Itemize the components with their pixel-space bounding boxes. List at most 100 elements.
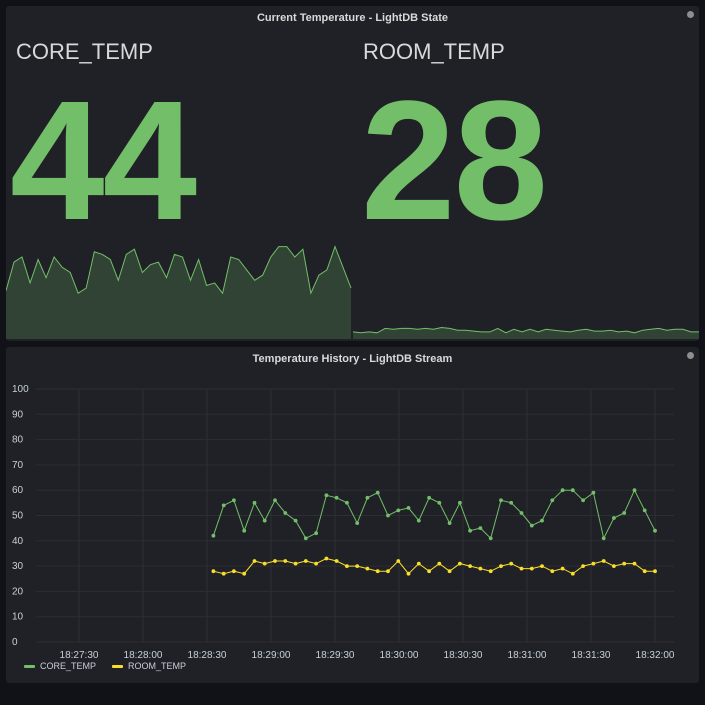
data-point (303, 536, 308, 541)
data-point (427, 569, 431, 574)
data-point (560, 488, 565, 493)
data-point (570, 488, 575, 493)
y-tick-label: 90 (12, 409, 24, 420)
y-tick-label: 20 (12, 586, 24, 597)
data-point (242, 571, 247, 576)
data-point (478, 566, 483, 571)
data-point (550, 498, 555, 503)
y-tick-label: 70 (12, 460, 24, 471)
y-tick-label: 50 (12, 511, 24, 522)
sparkline-area (6, 245, 699, 339)
data-point (642, 569, 647, 574)
data-point (375, 490, 380, 495)
data-point (396, 559, 401, 563)
data-point (211, 533, 216, 538)
data-point (293, 561, 298, 566)
data-point (386, 569, 390, 574)
x-tick-label: 18:29:30 (316, 650, 355, 661)
x-tick-label: 18:27:30 (60, 650, 99, 661)
room-temp-value: 28 (361, 66, 548, 256)
data-point (540, 518, 544, 523)
y-tick-label: 10 (12, 612, 24, 623)
data-point (427, 495, 431, 500)
legend-item-core[interactable]: CORE_TEMP (24, 661, 96, 671)
y-tick-label: 0 (12, 637, 18, 648)
data-point (458, 561, 462, 566)
data-point (478, 526, 483, 530)
data-point (581, 564, 585, 568)
data-point (437, 561, 442, 566)
x-tick-label: 18:29:00 (252, 650, 291, 661)
history-graph[interactable]: 0 10 20 30 40 50 60 70 80 90 100 18:27:30 18:28:00 18… (6, 347, 699, 683)
data-point (252, 500, 257, 505)
data-point (365, 495, 370, 500)
data-point (632, 488, 637, 493)
panel-menu-dot-icon[interactable] (687, 11, 694, 18)
data-point (488, 569, 493, 574)
data-point (499, 564, 503, 568)
legend-item-room[interactable]: ROOM_TEMP (112, 661, 186, 671)
y-tick-label: 100 (12, 384, 29, 395)
data-point (612, 564, 616, 568)
data-point (273, 498, 277, 503)
data-point (221, 503, 226, 508)
core-temp-label: CORE_TEMP (16, 39, 153, 64)
data-point (468, 564, 472, 568)
panel-title[interactable]: Current Temperature - LightDB State (256, 12, 449, 24)
data-point (437, 500, 442, 505)
data-point (570, 571, 575, 576)
current-temperature-panel: Current Temperature - LightDB State CORE… (6, 6, 699, 341)
data-point (458, 500, 462, 505)
data-point (416, 561, 421, 566)
data-point (345, 500, 349, 505)
x-tick-label: 18:28:30 (188, 650, 227, 661)
data-point (273, 559, 277, 563)
data-point (488, 536, 493, 541)
data-point (447, 521, 452, 525)
data-point (529, 523, 534, 528)
data-point (591, 561, 596, 566)
room-temp-label: ROOM_TEMP (363, 39, 505, 64)
legend-label: CORE_TEMP (40, 661, 97, 671)
temperature-history-panel: 0 10 20 30 40 50 60 70 80 90 100 18:27:30 18:28:00 18… (6, 347, 699, 683)
series-line (212, 489, 656, 540)
data-point (293, 518, 298, 523)
data-point (653, 528, 657, 533)
core-swatch-icon (24, 664, 35, 668)
x-tick-label: 18:30:00 (380, 650, 419, 661)
room-swatch-icon (112, 664, 124, 668)
data-point (509, 561, 514, 566)
data-point (519, 511, 524, 515)
panel-title[interactable]: Temperature History - LightDB Stream (252, 353, 453, 365)
data-point (591, 490, 596, 495)
core-sparkline-line (6, 245, 352, 295)
data-point (314, 531, 318, 536)
data-point (601, 536, 606, 541)
x-tick-label: 18:31:30 (572, 650, 611, 661)
panel-menu-dot-icon[interactable] (687, 352, 694, 359)
data-point (242, 528, 247, 533)
data-point (416, 518, 421, 523)
data-point (232, 498, 236, 503)
data-point (355, 564, 360, 568)
data-point (334, 495, 339, 500)
data-point (622, 511, 627, 515)
data-point (447, 569, 452, 574)
data-point (283, 559, 288, 563)
x-tick-label: 18:31:00 (508, 650, 547, 661)
data-point (314, 561, 318, 566)
core-sparkline-fill (6, 246, 351, 339)
data-point (632, 561, 637, 566)
data-point (221, 571, 226, 576)
room-sparkline-line (352, 326, 699, 334)
data-point (211, 569, 216, 574)
x-tick-label: 18:28:00 (124, 650, 163, 661)
data-point (283, 511, 288, 515)
data-point (612, 516, 616, 520)
room-sparkline-fill (353, 327, 699, 339)
data-point (560, 566, 565, 571)
legend: CORE_TEMP ROOM_TEMP (24, 661, 186, 671)
x-tick-label: 18:32:00 (636, 650, 675, 661)
y-tick-label: 30 (12, 561, 24, 572)
data-point (519, 566, 524, 571)
